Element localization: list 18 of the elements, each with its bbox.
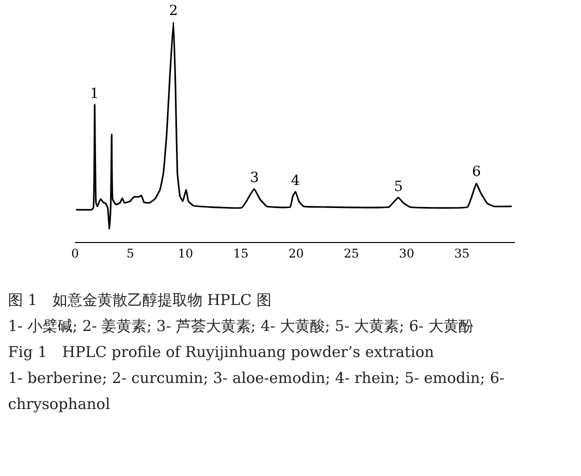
x-tick-label: 20 [288, 246, 304, 261]
annotation: 5 [394, 179, 403, 195]
text: 1- 小檗碱; 2- 姜黄素; 3- 芦荟大黄素; 4- 大黄酸; 5- 大黄素; 6- 大黄酚 [8, 316, 474, 337]
annotation: 2 [169, 3, 178, 19]
x-tick-label: 15 [233, 246, 248, 261]
annotation: 4 [291, 173, 300, 189]
annotation: 1 [90, 86, 99, 102]
x-tick-label: 35 [454, 246, 470, 261]
x-tick-label: 30 [399, 246, 414, 261]
annotation: 3 [250, 170, 259, 186]
caption: Fig 1 HPLC profile of Ruyijinhuang powder’s extration [8, 342, 436, 363]
text: 图 1 如意金黄散乙醇提取物 HPLC 图 [8, 290, 272, 311]
x-tick-label: 0 [71, 246, 79, 261]
text: 1- berberine; 2- curcumin; 3- aloe-emodin; 4- rhein; 5- emodin; 6- chrysophanol [8, 368, 506, 415]
annotation: 6 [472, 164, 481, 180]
x-tick-label: 5 [126, 246, 134, 261]
x-tick-label: 25 [344, 246, 360, 261]
x-tick-label: 10 [178, 246, 194, 261]
